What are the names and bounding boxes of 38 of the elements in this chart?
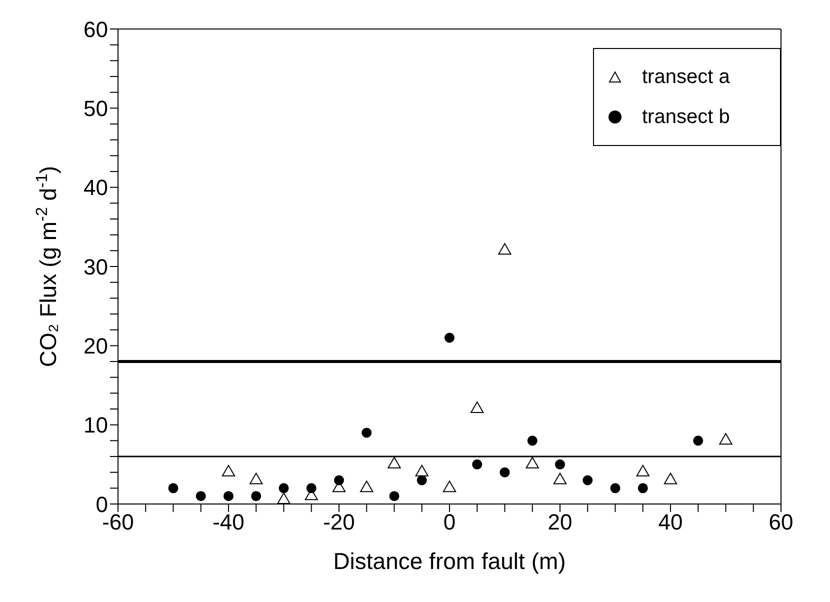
point xyxy=(527,436,538,446)
y-tick-label: 40 xyxy=(84,175,108,200)
point xyxy=(306,483,316,494)
legend-label: transect b xyxy=(642,106,730,128)
point xyxy=(719,433,732,445)
legend-label: transect a xyxy=(642,66,730,88)
y-tick-label: 50 xyxy=(84,96,108,121)
point xyxy=(362,428,372,438)
point xyxy=(610,483,620,494)
point xyxy=(500,467,510,478)
y-tick-label: 60 xyxy=(84,16,108,42)
point xyxy=(334,475,344,486)
point xyxy=(554,459,566,470)
point xyxy=(416,475,427,486)
x-tick-label: 40 xyxy=(658,510,683,535)
y-tick-label: 0 xyxy=(96,492,108,517)
y-tick-label: 20 xyxy=(84,333,108,358)
point xyxy=(168,483,178,494)
point xyxy=(196,491,206,502)
point xyxy=(444,332,455,343)
point xyxy=(638,483,648,494)
point xyxy=(389,491,400,502)
x-tick-label: -40 xyxy=(212,510,244,535)
point xyxy=(278,483,289,494)
x-tick-label: -20 xyxy=(323,510,355,535)
x-tick-label: 20 xyxy=(548,510,572,535)
x-axis-title: Distance from fault (m) xyxy=(333,548,566,574)
point xyxy=(251,491,262,502)
point xyxy=(470,401,484,414)
point xyxy=(693,436,704,446)
y-tick-label: 30 xyxy=(84,254,108,280)
point xyxy=(472,459,482,470)
point xyxy=(223,491,234,502)
y-tick-label: 10 xyxy=(84,412,108,438)
point xyxy=(498,243,512,255)
x-tick-label: 60 xyxy=(768,510,794,535)
point xyxy=(582,475,593,486)
x-tick-label: 0 xyxy=(443,510,456,535)
